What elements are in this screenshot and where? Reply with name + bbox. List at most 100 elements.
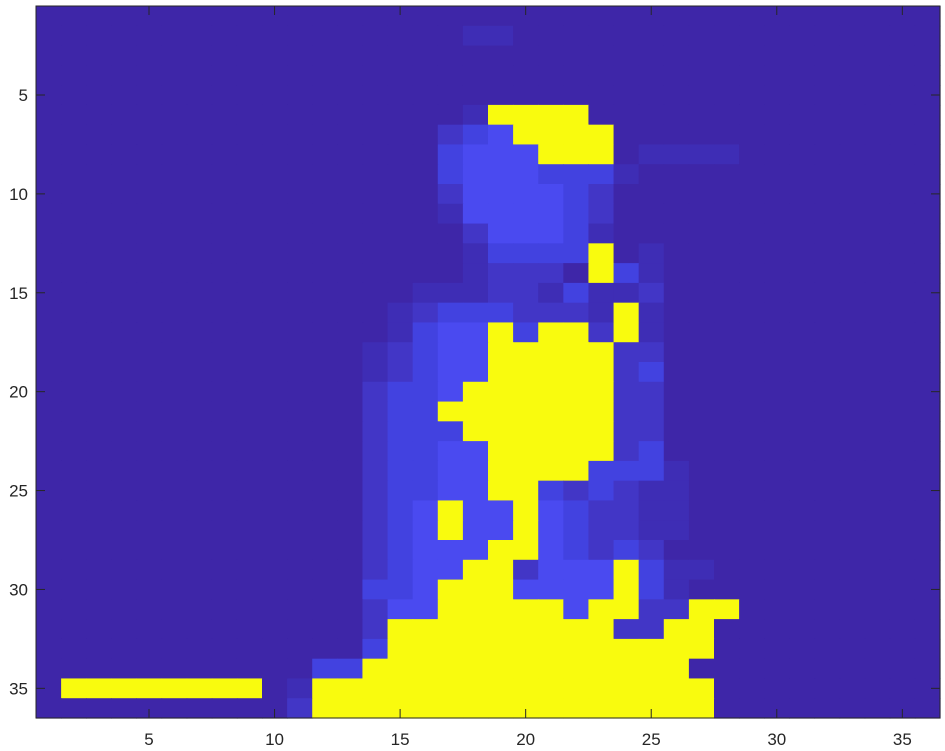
- heatmap-cell: [789, 619, 816, 640]
- heatmap-cell: [186, 263, 213, 284]
- heatmap-cell: [613, 638, 640, 660]
- heatmap-cell: [488, 104, 514, 126]
- heatmap-cell: [864, 698, 891, 719]
- heatmap-cell: [262, 678, 288, 699]
- heatmap-cell: [186, 282, 213, 304]
- heatmap-cell: [764, 45, 790, 66]
- heatmap-cell: [789, 500, 816, 521]
- heatmap-cell: [36, 203, 62, 225]
- heatmap-cell: [864, 421, 891, 442]
- heatmap-cell: [161, 322, 188, 343]
- heatmap-cell: [588, 263, 615, 284]
- heatmap-cell: [588, 421, 615, 442]
- heatmap-cell: [613, 203, 640, 225]
- heatmap-cell: [789, 45, 816, 66]
- heatmap-cell: [789, 638, 816, 660]
- heatmap-cell: [588, 85, 615, 106]
- heatmap-cell: [111, 25, 138, 47]
- heatmap-cell: [337, 25, 364, 47]
- heatmap-cell: [337, 164, 364, 185]
- heatmap-cell: [337, 381, 364, 403]
- heatmap-cell: [638, 480, 665, 502]
- heatmap-cell: [739, 65, 765, 86]
- heatmap-cell: [262, 144, 288, 165]
- heatmap-cell: [211, 263, 238, 284]
- heatmap-cell: [86, 6, 112, 27]
- heatmap-cell: [161, 243, 188, 264]
- heatmap-cell: [588, 599, 615, 620]
- heatmap-cell: [714, 184, 740, 205]
- heatmap-cell: [412, 520, 439, 541]
- heatmap-cell: [262, 164, 288, 185]
- heatmap-cell: [437, 480, 464, 502]
- heatmap-cell: [161, 441, 188, 462]
- heatmap-cell: [764, 25, 790, 47]
- heatmap-cell: [136, 6, 163, 27]
- heatmap-cell: [337, 302, 364, 324]
- heatmap-cell: [538, 223, 564, 244]
- heatmap-cell: [789, 243, 816, 264]
- heatmap-cell: [864, 144, 891, 165]
- heatmap-cell: [161, 698, 188, 719]
- heatmap-cell: [186, 342, 213, 363]
- x-tick-labels: 5 10 15 20 25 30 35: [144, 730, 912, 749]
- heatmap-cell: [488, 698, 514, 719]
- heatmap-cell: [789, 480, 816, 502]
- heatmap-cell: [688, 144, 715, 165]
- heatmap-cell: [864, 381, 891, 403]
- heatmap-cell: [136, 85, 163, 106]
- heatmap-cell: [889, 45, 916, 66]
- heatmap-cell: [513, 282, 539, 304]
- heatmap-cell: [61, 500, 87, 521]
- heatmap-cell: [663, 678, 690, 699]
- heatmap-cell: [688, 263, 715, 284]
- heatmap-cell: [186, 381, 213, 403]
- heatmap-cell: [588, 25, 615, 47]
- heatmap-cell: [61, 480, 87, 502]
- heatmap-cell: [538, 104, 564, 126]
- heatmap-cell: [362, 85, 389, 106]
- heatmap-cell: [161, 520, 188, 541]
- heatmap-cell: [412, 362, 439, 383]
- heatmap-cell: [236, 124, 263, 146]
- heatmap-cell: [437, 421, 464, 442]
- heatmap-cell: [437, 144, 464, 165]
- heatmap-cell: [186, 658, 213, 680]
- heatmap-cell: [412, 45, 439, 66]
- heatmap-cell: [287, 302, 313, 324]
- heatmap-cell: [312, 342, 338, 363]
- heatmap-cell: [538, 678, 564, 699]
- heatmap-cell: [211, 342, 238, 363]
- heatmap-cell: [86, 124, 112, 146]
- heatmap-cell: [889, 638, 916, 660]
- heatmap-cell: [914, 421, 941, 442]
- heatmap-cell: [839, 421, 866, 442]
- heatmap-cell: [36, 104, 62, 126]
- heatmap-cell: [588, 104, 615, 126]
- heatmap-cell: [437, 282, 464, 304]
- heatmap-cell: [437, 322, 464, 343]
- heatmap-cell: [236, 559, 263, 581]
- heatmap-cell: [161, 104, 188, 126]
- heatmap-cell: [663, 124, 690, 146]
- heatmap-cell: [262, 45, 288, 66]
- heatmap-cell: [613, 302, 640, 324]
- heatmap-cell: [86, 619, 112, 640]
- heatmap-cell: [437, 342, 464, 363]
- heatmap-cell: [563, 144, 590, 165]
- heatmap-cell: [839, 460, 866, 482]
- heatmap-cell: [538, 480, 564, 502]
- heatmap-cell: [663, 599, 690, 620]
- heatmap-cell: [488, 441, 514, 462]
- heatmap-cell: [462, 638, 489, 660]
- heatmap-cell: [663, 322, 690, 343]
- heatmap-cell: [538, 124, 564, 146]
- heatmap-cell: [161, 263, 188, 284]
- heatmap-cell: [488, 460, 514, 482]
- heatmap-cell: [513, 223, 539, 244]
- heatmap-cell: [387, 362, 414, 383]
- heatmap-cell: [563, 203, 590, 225]
- heatmap-cell: [337, 480, 364, 502]
- heatmap-cell: [864, 184, 891, 205]
- heatmap-cell: [236, 243, 263, 264]
